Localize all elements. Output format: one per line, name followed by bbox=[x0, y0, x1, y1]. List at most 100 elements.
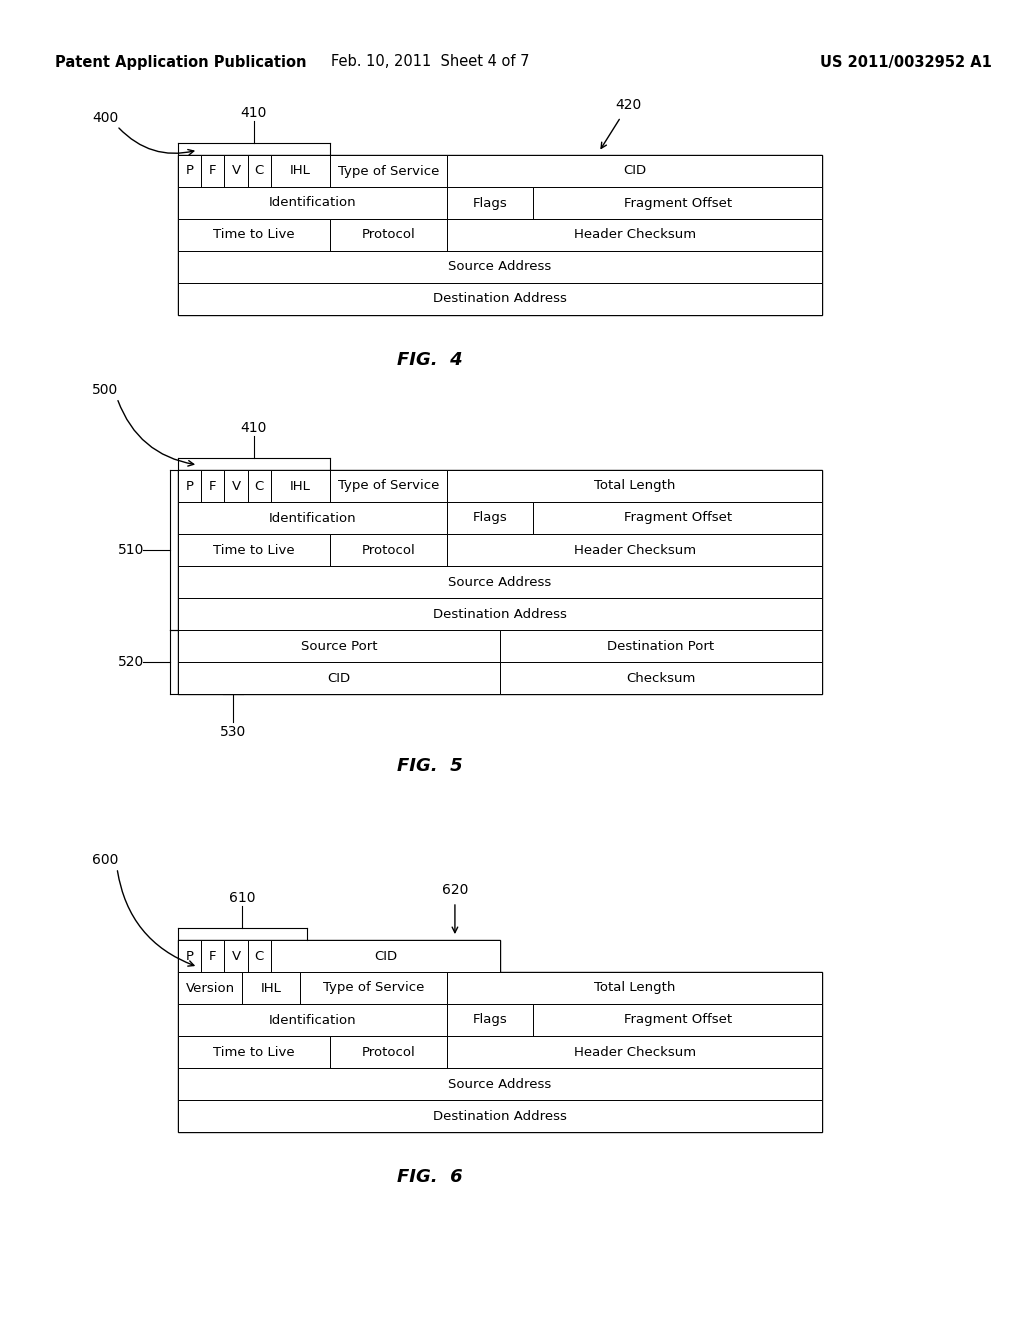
Text: Source Address: Source Address bbox=[449, 1077, 552, 1090]
Bar bbox=[270, 940, 500, 972]
Text: Time to Live: Time to Live bbox=[213, 1045, 295, 1059]
Bar bbox=[178, 535, 330, 566]
Text: Protocol: Protocol bbox=[361, 1045, 416, 1059]
Text: P: P bbox=[185, 165, 194, 177]
Text: 530: 530 bbox=[220, 725, 246, 739]
Text: CID: CID bbox=[374, 949, 397, 962]
Text: P: P bbox=[185, 479, 194, 492]
Text: Type of Service: Type of Service bbox=[338, 165, 439, 177]
Bar bbox=[178, 972, 822, 1133]
Text: CID: CID bbox=[328, 672, 350, 685]
Text: Destination Address: Destination Address bbox=[433, 293, 567, 305]
Text: P: P bbox=[185, 949, 194, 962]
Text: FIG.  4: FIG. 4 bbox=[397, 351, 463, 370]
Text: 620: 620 bbox=[441, 883, 468, 898]
Bar bbox=[178, 972, 243, 1005]
Bar bbox=[178, 251, 822, 282]
Bar bbox=[224, 470, 248, 502]
Text: Source Address: Source Address bbox=[449, 260, 552, 273]
Text: F: F bbox=[209, 165, 216, 177]
Bar bbox=[178, 940, 201, 972]
Text: Version: Version bbox=[185, 982, 234, 994]
Text: C: C bbox=[255, 165, 264, 177]
Bar bbox=[201, 940, 224, 972]
Text: Flags: Flags bbox=[473, 511, 508, 524]
Bar bbox=[178, 1100, 822, 1133]
Text: Type of Service: Type of Service bbox=[324, 982, 425, 994]
Bar bbox=[447, 972, 822, 1005]
Bar bbox=[500, 630, 822, 663]
Bar bbox=[201, 470, 224, 502]
Bar bbox=[270, 470, 330, 502]
Bar bbox=[300, 972, 447, 1005]
Text: 420: 420 bbox=[615, 98, 642, 112]
Text: V: V bbox=[231, 165, 241, 177]
Text: 510: 510 bbox=[118, 543, 144, 557]
Text: V: V bbox=[231, 479, 241, 492]
Bar bbox=[243, 972, 300, 1005]
Bar bbox=[224, 940, 248, 972]
Bar bbox=[178, 470, 201, 502]
Bar bbox=[248, 470, 270, 502]
Text: CID: CID bbox=[623, 165, 646, 177]
Bar bbox=[500, 663, 822, 694]
Text: Identification: Identification bbox=[268, 1014, 356, 1027]
Text: Destination Port: Destination Port bbox=[607, 639, 715, 652]
Text: Destination Address: Destination Address bbox=[433, 607, 567, 620]
Bar bbox=[178, 154, 822, 315]
Bar bbox=[447, 1036, 822, 1068]
Text: 520: 520 bbox=[118, 655, 144, 669]
Text: FIG.  5: FIG. 5 bbox=[397, 756, 463, 775]
Bar bbox=[178, 940, 500, 972]
Text: Time to Live: Time to Live bbox=[213, 544, 295, 557]
Text: FIG.  6: FIG. 6 bbox=[397, 1168, 463, 1185]
Text: 410: 410 bbox=[241, 421, 267, 436]
Text: IHL: IHL bbox=[261, 982, 282, 994]
Text: F: F bbox=[209, 949, 216, 962]
Text: F: F bbox=[209, 479, 216, 492]
Bar bbox=[248, 940, 270, 972]
Text: Protocol: Protocol bbox=[361, 544, 416, 557]
Bar bbox=[447, 502, 534, 535]
Bar bbox=[330, 154, 447, 187]
Bar bbox=[248, 154, 270, 187]
Text: 610: 610 bbox=[229, 891, 256, 906]
Bar bbox=[178, 187, 447, 219]
Bar bbox=[201, 154, 224, 187]
Bar bbox=[330, 219, 447, 251]
Bar bbox=[534, 1005, 822, 1036]
Bar bbox=[447, 470, 822, 502]
Text: Identification: Identification bbox=[268, 197, 356, 210]
Bar bbox=[178, 630, 500, 663]
Bar bbox=[178, 1068, 822, 1100]
Text: Header Checksum: Header Checksum bbox=[573, 544, 695, 557]
Bar bbox=[330, 1036, 447, 1068]
Bar bbox=[534, 187, 822, 219]
Text: Source Address: Source Address bbox=[449, 576, 552, 589]
Text: Type of Service: Type of Service bbox=[338, 479, 439, 492]
Text: 400: 400 bbox=[92, 111, 118, 125]
Bar bbox=[178, 219, 330, 251]
Text: Fragment Offset: Fragment Offset bbox=[624, 511, 732, 524]
Bar bbox=[178, 282, 822, 315]
Bar bbox=[178, 470, 822, 694]
Bar bbox=[178, 1036, 330, 1068]
Text: V: V bbox=[231, 949, 241, 962]
Text: 500: 500 bbox=[92, 383, 118, 397]
Bar bbox=[178, 566, 822, 598]
Bar bbox=[534, 502, 822, 535]
Text: Time to Live: Time to Live bbox=[213, 228, 295, 242]
Bar bbox=[178, 663, 500, 694]
Bar bbox=[447, 1005, 534, 1036]
Bar bbox=[224, 154, 248, 187]
Text: Feb. 10, 2011  Sheet 4 of 7: Feb. 10, 2011 Sheet 4 of 7 bbox=[331, 54, 529, 70]
Text: Header Checksum: Header Checksum bbox=[573, 1045, 695, 1059]
Text: Checksum: Checksum bbox=[627, 672, 695, 685]
Text: Patent Application Publication: Patent Application Publication bbox=[55, 54, 306, 70]
Text: Total Length: Total Length bbox=[594, 982, 675, 994]
Text: Fragment Offset: Fragment Offset bbox=[624, 197, 732, 210]
Text: Header Checksum: Header Checksum bbox=[573, 228, 695, 242]
Bar bbox=[330, 535, 447, 566]
Text: C: C bbox=[255, 949, 264, 962]
Text: US 2011/0032952 A1: US 2011/0032952 A1 bbox=[820, 54, 992, 70]
